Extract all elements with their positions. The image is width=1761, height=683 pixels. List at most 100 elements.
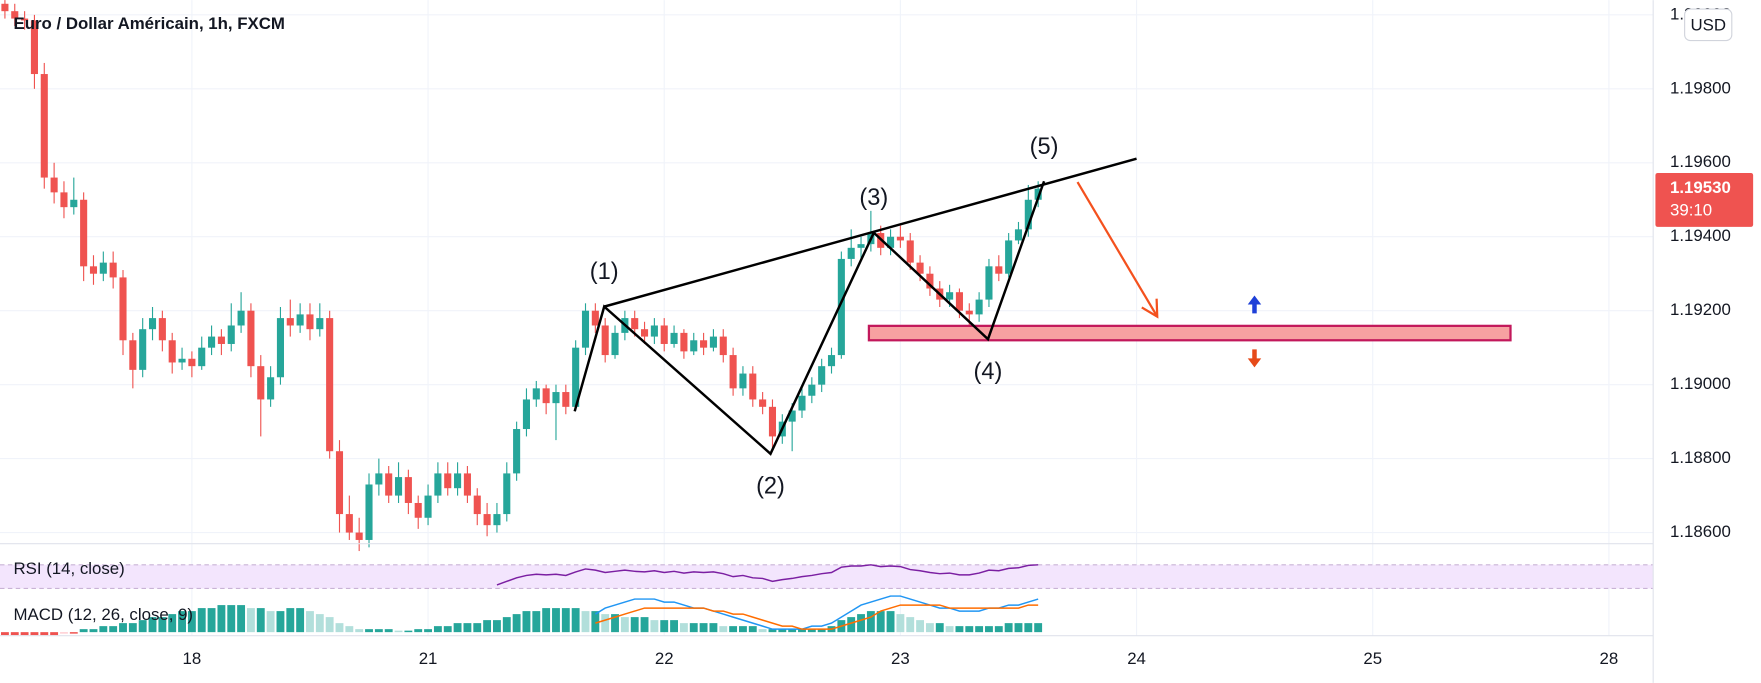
candle-body: [503, 473, 511, 515]
currency-label[interactable]: USD: [1690, 15, 1726, 34]
target-zone: [867, 324, 1512, 342]
macd-histogram-bar: [650, 620, 659, 633]
last-price-tag: [1655, 172, 1754, 227]
macd-histogram-bar: [512, 614, 521, 633]
candle-body: [434, 473, 442, 496]
macd-histogram-bar: [138, 620, 147, 633]
y-tick-label: 1.19400: [1670, 226, 1731, 245]
candle-body: [513, 429, 521, 474]
candle-body: [21, 18, 29, 21]
indicators: [0, 564, 1654, 636]
candle-body: [355, 532, 363, 540]
macd-histogram-bar: [424, 629, 432, 633]
macd-histogram-bar: [50, 632, 59, 636]
candle-body: [276, 318, 284, 378]
macd-histogram-bar: [945, 626, 954, 633]
macd-histogram-bar: [1024, 623, 1033, 633]
y-tick-label: 1.18800: [1670, 448, 1731, 467]
candle-body: [385, 473, 393, 496]
macd-histogram-bar: [866, 611, 875, 633]
macd-histogram-bar: [965, 626, 974, 633]
macd-histogram-bar: [689, 623, 698, 633]
macd-histogram-bar: [640, 617, 649, 633]
arrow-head: [1141, 298, 1159, 319]
countdown-label: 39:10: [1670, 201, 1712, 220]
candle-body: [345, 514, 353, 533]
macd-histogram-bar: [847, 617, 856, 633]
macd-histogram-bar: [158, 617, 167, 633]
currency-button[interactable]: [1684, 8, 1733, 42]
macd-histogram-bar: [187, 611, 196, 633]
macd-histogram-bar: [40, 632, 49, 636]
macd-histogram-bar: [679, 623, 688, 633]
candle-body: [808, 384, 816, 396]
macd-histogram-bar: [315, 614, 324, 633]
macd-histogram-bar: [79, 629, 88, 633]
macd-histogram-bar: [197, 608, 206, 633]
macd-histogram-bar: [217, 605, 226, 633]
candle-body: [444, 473, 452, 489]
x-tick-label: 22: [655, 649, 674, 668]
down-arrow-icon: [1247, 349, 1262, 368]
macd-histogram-bar: [1004, 623, 1013, 633]
candle-body: [680, 332, 688, 352]
macd-histogram-bar: [30, 632, 39, 636]
candle-body: [60, 192, 68, 208]
candle-body: [522, 399, 531, 430]
wave-label: (2): [756, 473, 785, 499]
candle-body: [887, 236, 895, 248]
macd-histogram-bar: [591, 611, 600, 633]
candle-body: [168, 340, 176, 363]
last-price-label: 1.19530: [1670, 178, 1731, 197]
macd-histogram-bar: [345, 626, 354, 633]
candle-body: [995, 266, 1003, 274]
candle-body: [493, 514, 501, 526]
macd-histogram-bar: [778, 629, 787, 633]
macd-histogram-bar: [670, 620, 679, 633]
candle-body: [129, 340, 137, 370]
macd-histogram-bar: [69, 632, 78, 634]
macd-histogram-bar: [630, 617, 639, 633]
macd-histogram-bar: [237, 605, 246, 633]
candle-body: [1014, 229, 1023, 241]
macd-histogram-bar: [709, 623, 718, 633]
macd-histogram-bar: [10, 632, 19, 636]
wave-label: (3): [859, 184, 888, 210]
candle-body: [414, 502, 422, 518]
candle-body: [198, 347, 206, 367]
macd-histogram-bar: [876, 611, 885, 633]
x-tick-label: 18: [183, 649, 202, 668]
candle-body: [80, 199, 88, 267]
macd-histogram-bar: [601, 614, 610, 633]
macd-histogram-bar: [394, 630, 403, 633]
candle-body: [985, 266, 993, 300]
wave-label: (5): [1030, 133, 1059, 159]
macd-histogram-bar: [502, 617, 511, 633]
candle-body: [896, 236, 904, 241]
macd-histogram-bar: [768, 629, 777, 633]
macd-histogram-bar: [148, 617, 157, 633]
signal-line: [595, 604, 1039, 630]
macd-histogram-bar: [453, 623, 462, 633]
candle-body: [237, 310, 245, 326]
candle-body: [473, 495, 481, 515]
macd-histogram-bar: [925, 623, 934, 633]
candle-body: [660, 325, 668, 344]
macd-histogram-bar: [99, 626, 108, 633]
candle-body: [70, 199, 78, 208]
macd-histogram-bar: [660, 620, 669, 633]
candle-body: [601, 325, 609, 356]
macd-histogram-bar: [532, 611, 541, 633]
candle-body: [178, 358, 186, 363]
macd-histogram-bar: [719, 626, 728, 633]
macd-histogram-bar: [296, 608, 305, 633]
x-tick-label: 25: [1363, 649, 1382, 668]
macd-histogram-bar: [335, 623, 344, 633]
y-tick-label: 1.18600: [1670, 522, 1731, 541]
macd-histogram-bar: [699, 623, 708, 633]
macd-histogram-bar: [886, 611, 895, 633]
candle-body: [424, 495, 432, 518]
macd-histogram-bar: [60, 632, 68, 634]
candle-body: [818, 366, 826, 385]
candle-body: [916, 262, 924, 274]
